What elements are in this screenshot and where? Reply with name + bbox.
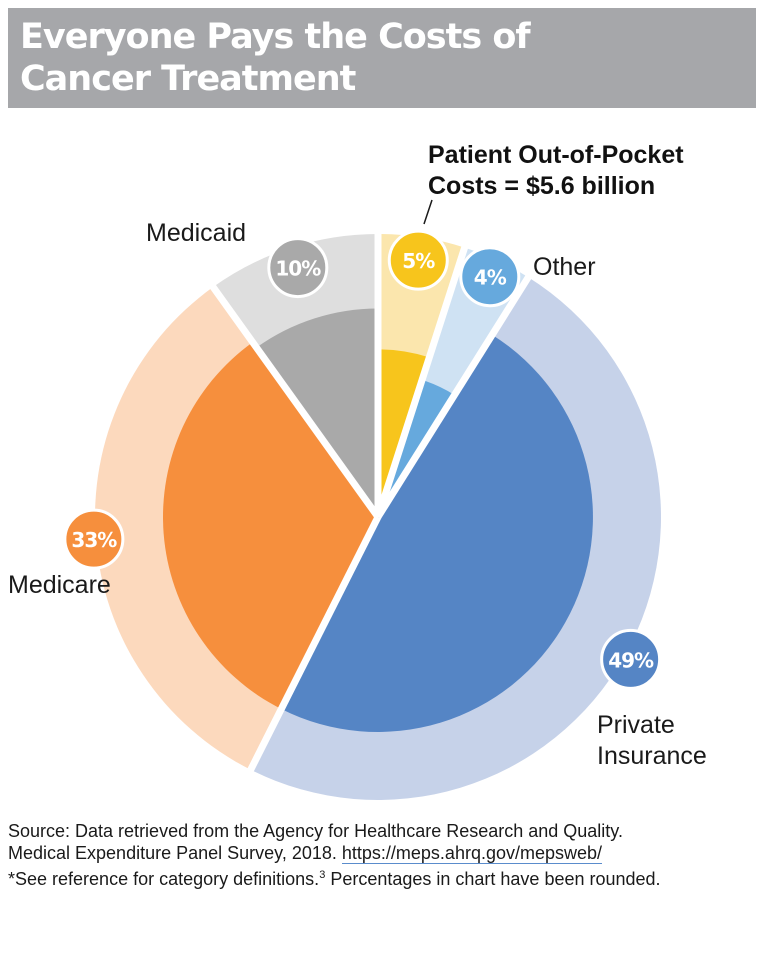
separator-medicare [245,515,382,775]
source-note: Source: Data retrieved from the Agency f… [8,820,760,890]
medicare-label: Medicare [8,571,111,599]
separator-other [374,242,470,519]
private-insurance-label-line-1: Private [597,711,675,739]
badge-label-patient-out-of-pocket-costs: 5% [402,249,435,273]
callout-leader-line [423,199,433,225]
callout-line-1: Patient Out-of-Pocket [428,141,684,169]
badge-private-insurance [600,628,662,690]
rounding-note: Percentages in chart have been rounded. [325,869,661,889]
badge-other [459,246,521,308]
definitions-note: *See reference for category definitions. [8,869,320,889]
badge-medicaid [267,237,329,299]
slice-private-insurance [281,334,593,732]
title-banner: Everyone Pays the Costs of Cancer Treatm… [8,8,756,108]
callout-line-2: Costs = $5.6 billion [428,172,656,200]
medicaid-label: Medicaid [146,219,247,247]
source-line-2: Medical Expenditure Panel Survey, 2018. … [8,842,760,864]
badge-patient-out-of-pocket-costs [387,229,449,291]
pie-chart: 5% 4% 49% 33% 10% [63,199,662,800]
badge-label-other: 4% [474,266,507,290]
private-insurance-label: Private Insurance [597,710,707,772]
percentage-badges: 5% 4% 49% 33% 10% [63,229,662,690]
separator-medicaid [207,281,381,520]
badge-label-private-insurance: 49% [608,648,654,672]
source-line-3: *See reference for category definitions.… [8,864,760,890]
chart-title: Everyone Pays the Costs of Cancer Treatm… [20,17,531,99]
reference-number: 3 [319,869,326,881]
private-insurance-label-line-2: Insurance [597,742,707,770]
badge-medicare [63,508,125,570]
source-survey-name: Medical Expenditure Panel Survey, 2018. [8,843,337,863]
other-label: Other [533,253,596,281]
badge-label-medicare: 33% [71,528,117,552]
badge-label-medicaid: 10% [275,257,321,281]
slice-medicaid [256,308,378,517]
slice-separators [207,230,534,775]
source-link[interactable]: https://meps.ahrq.gov/mepsweb/ [341,843,603,864]
out-of-pocket-callout: Patient Out-of-Pocket Costs = $5.6 billi… [428,140,758,202]
separator-private-insurance [375,271,534,519]
source-line-1: Source: Data retrieved from the Agency f… [8,821,623,841]
